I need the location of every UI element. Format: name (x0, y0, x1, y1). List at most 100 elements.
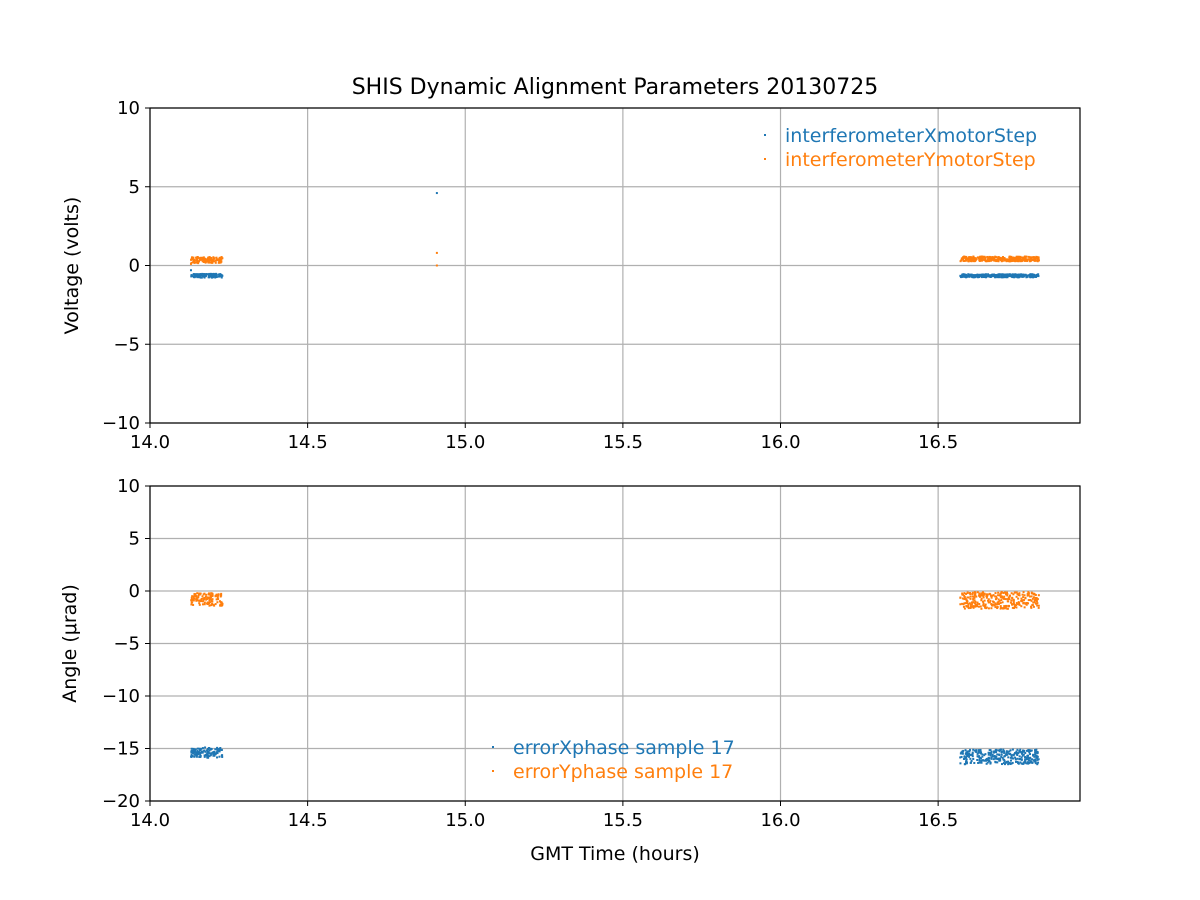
data-point (1018, 749, 1021, 752)
data-point (991, 275, 994, 278)
data-point (207, 261, 210, 264)
data-point (207, 256, 210, 259)
voltage-y-axis-label: Voltage (volts) (61, 197, 83, 335)
data-point (214, 259, 217, 262)
data-point (1032, 593, 1035, 596)
data-point (983, 759, 986, 762)
data-point (993, 755, 996, 758)
data-point (1001, 763, 1004, 766)
data-point (990, 604, 993, 607)
data-point (1002, 257, 1005, 260)
data-point (986, 255, 989, 258)
data-point (990, 757, 993, 760)
data-point (998, 750, 1001, 753)
data-point (211, 261, 214, 264)
data-point (962, 273, 965, 276)
data-point (1017, 260, 1020, 263)
data-point (959, 756, 962, 759)
data-point (989, 749, 992, 752)
data-point (195, 256, 198, 259)
data-point (1025, 756, 1028, 759)
data-point (1005, 260, 1008, 263)
data-point (1034, 596, 1037, 599)
data-point (978, 276, 981, 279)
data-point (202, 273, 205, 276)
data-point (999, 595, 1002, 598)
data-point (973, 259, 976, 262)
data-point (1037, 606, 1040, 609)
data-point (192, 603, 195, 606)
data-point (1003, 750, 1006, 753)
data-point (961, 592, 964, 595)
angle-y-tick-label: −20 (102, 791, 140, 812)
data-point (218, 747, 221, 750)
data-point (984, 258, 987, 261)
data-point (961, 752, 964, 755)
data-point (988, 601, 991, 604)
data-point (204, 273, 207, 276)
data-point (194, 595, 197, 598)
data-point (1011, 273, 1014, 276)
data-point (1027, 599, 1030, 602)
data-point (1010, 260, 1013, 263)
data-point (976, 603, 979, 606)
data-point (211, 594, 214, 597)
angle-x-tick-label: 15.5 (603, 810, 643, 831)
voltage-ticks: 14.0 14.5 15.0 15.5 16.0 16.5 10 5 0 −5 −10 (102, 98, 958, 453)
data-point (980, 607, 983, 610)
data-point (1014, 751, 1017, 754)
data-point (1023, 257, 1026, 260)
data-point (208, 747, 211, 750)
data-point (208, 272, 211, 275)
angle-y-tick-label: 5 (129, 529, 140, 550)
data-point (985, 762, 988, 765)
data-point (195, 598, 198, 601)
data-point (1027, 757, 1030, 760)
data-point (212, 257, 215, 260)
data-point (217, 275, 220, 278)
data-point (1031, 604, 1034, 607)
data-point (1032, 273, 1035, 276)
data-point (963, 259, 966, 262)
data-point (1035, 256, 1038, 259)
data-point (1002, 591, 1005, 594)
data-point (1022, 753, 1025, 756)
data-point (979, 756, 982, 759)
data-point (1009, 274, 1012, 277)
data-point (1029, 595, 1032, 598)
data-point (1000, 276, 1003, 279)
data-point (965, 599, 968, 602)
data-point (216, 258, 219, 261)
data-point (199, 755, 202, 758)
data-point (978, 603, 981, 606)
data-point (213, 753, 216, 756)
data-point (1021, 259, 1024, 262)
data-point (976, 591, 979, 594)
data-point (205, 259, 208, 262)
data-point (1026, 260, 1029, 263)
data-point (964, 602, 967, 605)
data-point (216, 596, 219, 599)
data-point (1018, 275, 1021, 278)
voltage-y-tick-label: 10 (117, 98, 140, 119)
data-point (190, 599, 193, 602)
data-point (1037, 256, 1040, 259)
data-point (1026, 755, 1029, 758)
data-point (990, 607, 993, 610)
data-point (1008, 761, 1011, 764)
data-point (998, 256, 1001, 259)
data-point (989, 599, 992, 602)
data-point (963, 755, 966, 758)
data-point (193, 276, 196, 279)
data-point (203, 754, 206, 757)
data-point (211, 273, 214, 276)
data-point (967, 607, 970, 610)
data-point (978, 755, 981, 758)
data-point (1010, 755, 1013, 758)
angle-chart: 14.0 14.5 15.0 15.5 16.0 16.51050−5−10−15−20 … (59, 476, 1081, 865)
data-point (201, 595, 204, 598)
data-point (1025, 758, 1028, 761)
data-point (1013, 753, 1016, 756)
data-point (1022, 749, 1025, 752)
data-point (1012, 757, 1015, 760)
